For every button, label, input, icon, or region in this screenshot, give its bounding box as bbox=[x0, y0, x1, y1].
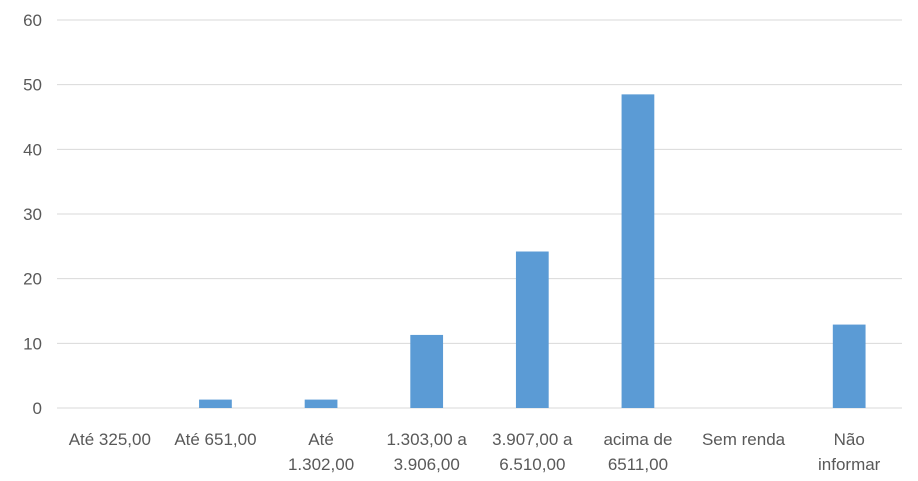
x-category-label-line: 3.907,00 a bbox=[492, 430, 573, 449]
x-category-label-line: Sem renda bbox=[702, 430, 786, 449]
y-axis-ticks: 0 10 20 30 40 50 60 bbox=[23, 11, 42, 418]
bar bbox=[199, 399, 232, 408]
x-category-label-line: Até 325,00 bbox=[69, 430, 151, 449]
x-category-label-line: Até 651,00 bbox=[174, 430, 256, 449]
y-tick-label: 0 bbox=[33, 399, 42, 418]
x-category-label: Até 651,00 bbox=[174, 430, 256, 449]
x-category-label-line: 6511,00 bbox=[608, 455, 668, 474]
x-category-label: 3.907,00 a 6.510,00 bbox=[492, 430, 573, 474]
y-tick-label: 50 bbox=[23, 76, 42, 95]
y-tick-label: 30 bbox=[23, 205, 42, 224]
bar bbox=[832, 324, 866, 408]
x-category-label: acima de 6511,00 bbox=[603, 430, 672, 474]
x-category-label-line: 1.303,00 a bbox=[387, 430, 468, 449]
x-category-label-line: Até bbox=[308, 430, 334, 449]
y-tick-label: 60 bbox=[23, 11, 42, 30]
y-tick-label: 10 bbox=[23, 334, 42, 353]
bar bbox=[515, 251, 549, 408]
x-axis-labels: Até 325,00 Até 651,00 Até 1.302,00 1.303,00 … bbox=[69, 430, 881, 474]
gridlines bbox=[57, 19, 902, 409]
x-category-label: Até 1.302,00 bbox=[288, 430, 354, 474]
x-category-label-line: informar bbox=[818, 455, 881, 474]
x-category-label: Sem renda bbox=[702, 430, 786, 449]
x-category-label-line: 1.302,00 bbox=[288, 455, 354, 474]
x-category-label: Até 325,00 bbox=[69, 430, 151, 449]
x-category-label-line: 6.510,00 bbox=[499, 455, 565, 474]
bar bbox=[410, 334, 444, 408]
bar bbox=[304, 399, 338, 408]
x-category-label-line: acima de bbox=[603, 430, 672, 449]
bars bbox=[199, 94, 866, 408]
x-category-label-line: Não bbox=[834, 430, 865, 449]
x-category-label: Não informar bbox=[818, 430, 881, 474]
x-category-label: 1.303,00 a 3.906,00 bbox=[387, 430, 468, 474]
x-category-label-line: 3.906,00 bbox=[394, 455, 460, 474]
bar bbox=[621, 94, 655, 408]
y-tick-label: 40 bbox=[23, 140, 42, 159]
y-tick-label: 20 bbox=[23, 270, 42, 289]
